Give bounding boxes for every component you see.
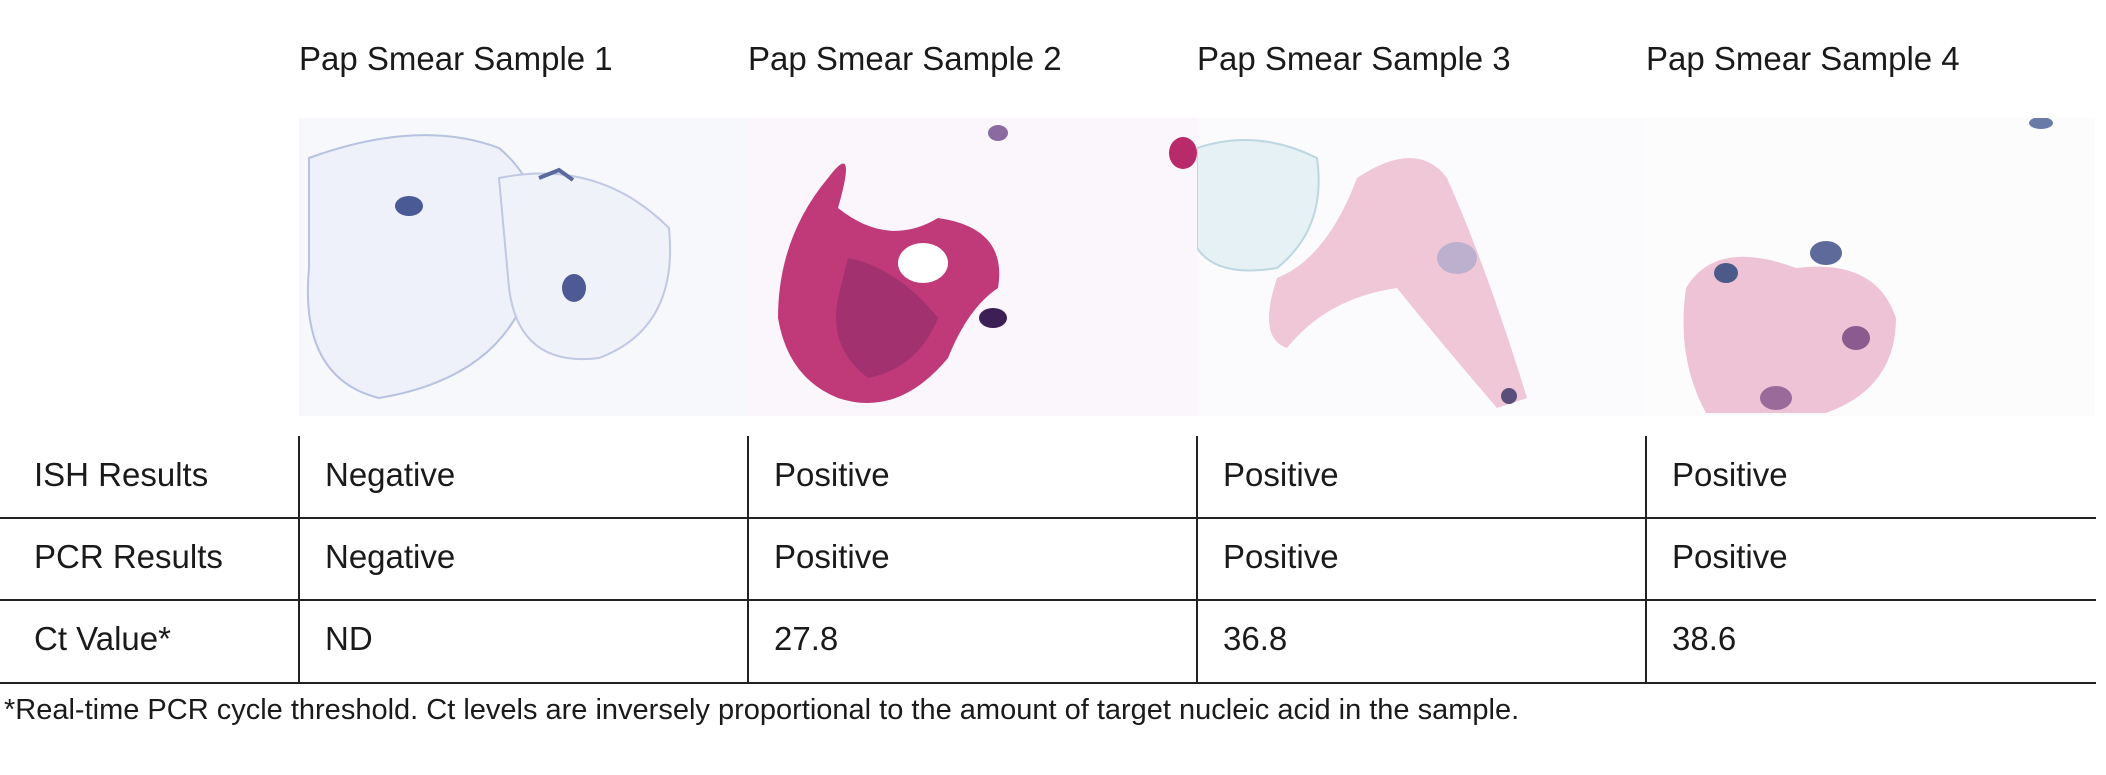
sample-header: Pap Smear Sample 3 — [1197, 40, 1511, 77]
table-cell: Positive — [774, 538, 890, 575]
table-cell: 36.8 — [1223, 620, 1288, 657]
sample-image — [1646, 118, 2095, 416]
column-divider — [1196, 436, 1198, 684]
table-cell: Negative — [325, 456, 456, 493]
table-cell: 27.8 — [774, 620, 839, 657]
row-divider — [0, 517, 2096, 519]
row-divider — [0, 682, 2096, 684]
table-cell: Negative — [325, 538, 456, 575]
row-label: Ct Value* — [34, 620, 171, 657]
column-divider — [1645, 436, 1647, 684]
table-cell: Positive — [1672, 456, 1788, 493]
sample-image — [299, 118, 748, 416]
table-cell: Positive — [1223, 456, 1339, 493]
column-divider — [298, 436, 300, 684]
sample-image — [1197, 118, 1646, 416]
table-cell: ND — [325, 620, 373, 657]
footnote: *Real-time PCR cycle threshold. Ct level… — [4, 694, 1520, 726]
table-cell: Positive — [774, 456, 890, 493]
sample-header: Pap Smear Sample 2 — [748, 40, 1062, 77]
row-label: ISH Results — [34, 456, 209, 493]
sample-header: Pap Smear Sample 1 — [299, 40, 613, 77]
sample-image — [748, 118, 1197, 416]
table-cell: 38.6 — [1672, 620, 1737, 657]
sample-header: Pap Smear Sample 4 — [1646, 40, 1960, 77]
row-divider — [0, 599, 2096, 601]
table-cell: Positive — [1672, 538, 1788, 575]
table-cell: Positive — [1223, 538, 1339, 575]
row-label: PCR Results — [34, 538, 223, 575]
column-divider — [747, 436, 749, 684]
